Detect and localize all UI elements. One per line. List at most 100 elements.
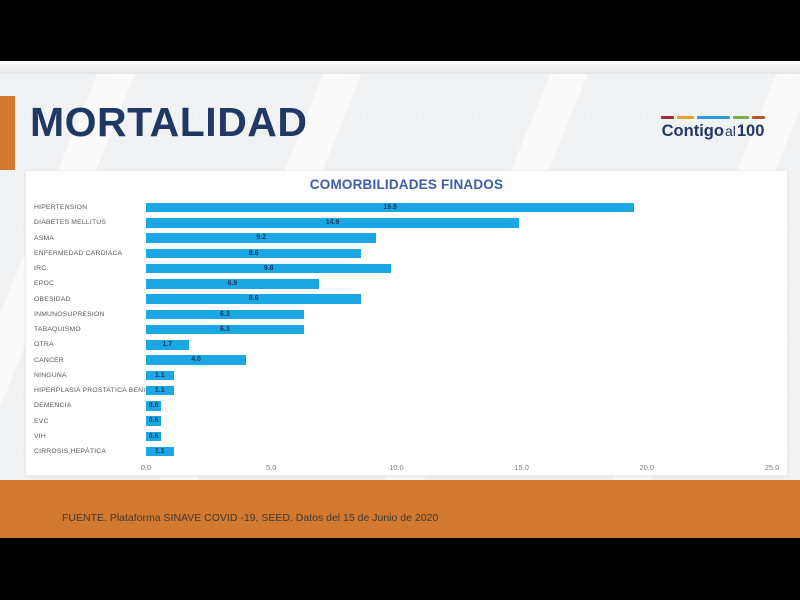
bar-row: ASMA 9.2 — [34, 231, 772, 246]
bar: 9.2 — [146, 233, 377, 243]
bar-track: 1.1 — [146, 385, 772, 396]
bar-category-label: EPOC — [34, 280, 55, 288]
x-axis-tick-label: 5.0 — [265, 463, 277, 472]
bar-value-label: 4.0 — [191, 356, 201, 364]
x-axis-tick-label: 15.0 — [514, 463, 529, 472]
bar-row: IRC 9.8 — [34, 261, 772, 276]
bar-track: 14.9 — [146, 218, 772, 228]
bar-category-label: VIH — [34, 432, 46, 440]
bar-value-label: 0.6 — [148, 417, 159, 425]
bar-row: INMUNOSUPRESION 6.3 — [34, 307, 772, 322]
bar-chart: HIPERTENSION 19.5 DIABETES MELLITUS 14.9 ASM… — [34, 200, 772, 459]
logo-word-100: 100 — [736, 122, 765, 140]
bar-category-label: HIPERTENSION — [34, 204, 88, 212]
bar-track: 8.6 — [146, 294, 772, 304]
logo-word-al: al — [724, 123, 736, 139]
logo-text: Contigoal100 — [658, 122, 768, 141]
logo-dash — [733, 116, 749, 119]
bar-category-label: DIABETES MELLITUS — [34, 219, 107, 227]
bar: 6.3 — [146, 324, 304, 335]
orange-accent-bar — [0, 96, 15, 170]
bar-category-label: EVC — [34, 417, 49, 425]
bar: 0.6 — [146, 401, 162, 411]
bar-value-label: 1.1 — [154, 371, 165, 379]
bar-track: 0.6 — [146, 416, 772, 426]
bar-track: 6.3 — [146, 309, 772, 320]
bar: 14.9 — [146, 218, 520, 228]
bar: 0.6 — [146, 431, 162, 442]
bar: 4.0 — [146, 355, 247, 365]
bar-value-label: 9.2 — [256, 234, 267, 242]
bar-row: DIABETES MELLITUS 14.9 — [34, 215, 772, 230]
bar-category-label: HIPERPLASIA PROSTATICA BENIGNA — [34, 387, 161, 395]
bar-category-label: CANCER — [34, 356, 64, 364]
bar-row: EPOC 6.9 — [34, 276, 772, 291]
bar-value-label: 14.9 — [325, 219, 340, 227]
x-axis-tick-label: 10.0 — [389, 463, 404, 472]
bar-value-label: 8.6 — [248, 295, 259, 303]
logo-dash — [697, 116, 730, 119]
chart-title: COMORBILIDADES FINADOS — [309, 177, 504, 192]
bar-track: 9.2 — [146, 233, 772, 243]
slide: MORTALIDAD Contigoal100 COMORBILIDADES F… — [0, 74, 800, 538]
bar-value-label: 0.6 — [148, 432, 159, 440]
bar-value-label: 9.8 — [263, 264, 274, 272]
bar-row: DEMENCIA 0.6 — [34, 398, 772, 413]
bar-value-label: 8.6 — [248, 249, 259, 257]
x-axis-tick-label: 0.0 — [140, 463, 152, 472]
bar: 0.6 — [146, 416, 162, 426]
bar-row: OTRA 1.7 — [34, 337, 772, 352]
bar-category-label: OBESIDAD — [34, 295, 71, 303]
bar: 8.6 — [146, 294, 362, 304]
chart-panel: COMORBILIDADES FINADOS HIPERTENSION 19.5 D… — [25, 170, 788, 476]
bar-category-label: CIRROSIS HEPÁTICA — [34, 448, 107, 456]
bar-category-label: IRC — [34, 265, 47, 273]
bar-track: 8.6 — [146, 248, 772, 259]
bar-track: 9.8 — [146, 263, 772, 274]
slide-title: MORTALIDAD — [30, 99, 308, 145]
bar-category-label: ENFERMEDAD CARDIACA — [34, 249, 123, 257]
bar: 6.9 — [146, 279, 319, 289]
x-axis: 0.0 5.0 10.0 15.0 20.0 25.0 — [141, 460, 780, 474]
bar-category-label: TABAQUISMO — [34, 326, 81, 334]
bar-row: CIRROSIS HEPÁTICA 1.1 — [34, 444, 772, 459]
bar-track: 1.7 — [146, 340, 772, 350]
bar-value-label: 6.3 — [220, 325, 230, 333]
bar-category-label: ASMA — [34, 234, 55, 242]
bar: 1.1 — [146, 370, 174, 381]
bar-track: 4.0 — [146, 355, 772, 365]
bar: 8.6 — [146, 248, 362, 259]
bar-track: 1.1 — [146, 446, 772, 457]
x-axis-tick-label: 25.0 — [764, 463, 780, 472]
bar-row: OBESIDAD 8.6 — [34, 292, 772, 307]
bar-row: CANCER 4.0 — [34, 353, 772, 368]
logo-dashes — [658, 116, 768, 119]
bar-row: VIH 0.6 — [34, 429, 772, 444]
window-edge-strip — [0, 61, 800, 75]
bar-value-label: 19.5 — [383, 203, 397, 211]
bar-value-label: 6.9 — [227, 280, 238, 288]
bar-track: 0.6 — [146, 431, 772, 442]
bar: 1.7 — [146, 340, 189, 350]
logo-word-contigo: Contigo — [661, 122, 724, 140]
bar-category-label: INMUNOSUPRESION — [34, 310, 105, 318]
bar-value-label: 1.1 — [154, 447, 165, 455]
x-axis-tick-label: 20.0 — [639, 463, 655, 472]
bar-track: 6.9 — [146, 279, 772, 289]
bar-row: HIPERTENSION 19.5 — [34, 200, 772, 215]
bar-category-label: OTRA — [34, 341, 54, 349]
bar-row: NINGUNA 1.1 — [34, 368, 772, 383]
bar-row: EVC 0.6 — [34, 414, 772, 429]
logo-dash — [752, 116, 765, 119]
bar-category-label: NINGUNA — [34, 371, 67, 379]
footer-band: FUENTE. Plataforma SINAVE COVID -19, SEE… — [0, 480, 800, 538]
logo-dash — [677, 116, 694, 119]
source-note: FUENTE. Plataforma SINAVE COVID -19, SEE… — [62, 512, 439, 524]
bar-value-label: 6.3 — [220, 310, 230, 318]
bar-row: TABAQUISMO 6.3 — [34, 322, 772, 337]
logo-dash — [661, 116, 674, 119]
contigo-al-100-logo: Contigoal100 — [658, 116, 768, 141]
bar-category-label: DEMENCIA — [34, 402, 72, 410]
bar: 1.1 — [146, 385, 174, 396]
